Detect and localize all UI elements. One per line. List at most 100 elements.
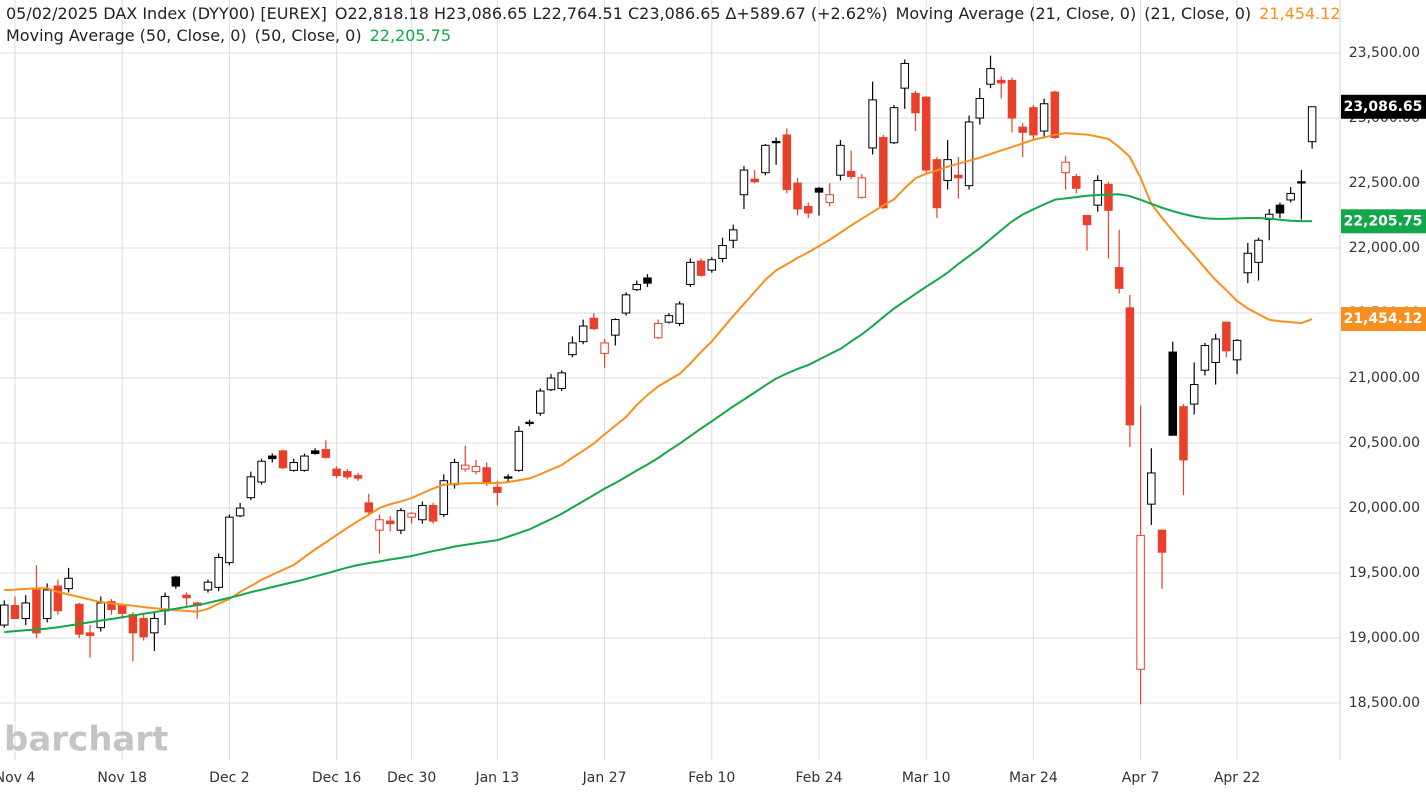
candle-body <box>375 519 384 531</box>
candle-body <box>1243 252 1253 274</box>
candle-body <box>32 589 41 634</box>
candle-body <box>632 283 642 291</box>
candle-body <box>332 468 341 477</box>
candle-body <box>761 144 770 174</box>
candle-body <box>1050 91 1060 139</box>
price-tag-label: 22,205.75 <box>1344 213 1423 229</box>
candle-body <box>1093 179 1102 206</box>
summary: O22,818.18 H23,086.65 L22,764.51 C23,086… <box>335 4 888 23</box>
y-tick-label: 18,500.00 <box>1349 695 1420 711</box>
candle-body <box>278 450 288 469</box>
candle-body <box>1147 472 1156 505</box>
candle-body <box>771 140 781 144</box>
candle-body <box>1072 176 1081 189</box>
x-tick-label: Dec 2 <box>209 770 249 786</box>
candle-body <box>621 294 631 314</box>
candle-body <box>846 170 856 178</box>
candle-body <box>889 107 899 144</box>
candle-body <box>589 317 599 330</box>
candle-body <box>943 159 952 181</box>
candle-body <box>664 315 674 323</box>
candle-body <box>482 467 491 484</box>
candle-body <box>64 577 73 590</box>
candle-body <box>257 460 266 483</box>
y-tick-label: 20,000.00 <box>1349 500 1420 516</box>
candle-body <box>225 516 234 564</box>
candle-body <box>428 504 438 522</box>
candle-body <box>514 430 524 471</box>
marks <box>0 55 1317 705</box>
legend-name: Moving Average (21, Close, 0) <box>896 4 1137 23</box>
y-tick-label: 22,000.00 <box>1349 240 1420 256</box>
y-tick-label: 22,500.00 <box>1349 175 1420 191</box>
candle-body <box>964 121 974 187</box>
candle-body <box>246 476 256 499</box>
candle-body <box>0 604 9 626</box>
price-tag <box>1341 209 1426 234</box>
candle-body <box>1307 106 1317 143</box>
candle-body <box>1114 267 1124 289</box>
candle-body <box>439 480 449 516</box>
x-tick-label: Apr 7 <box>1122 770 1160 786</box>
y-tick-label: 19,000.00 <box>1349 630 1420 646</box>
x-tick-label: Jan 13 <box>474 770 519 786</box>
candle-body <box>1297 181 1306 184</box>
candle-body <box>1104 183 1113 211</box>
legend-value: 22,205.75 <box>370 26 451 45</box>
candle-body <box>557 372 566 389</box>
x-tick-label: Feb 24 <box>795 770 842 786</box>
candle-body <box>128 614 138 634</box>
legend-name: Moving Average (50, Close, 0) <box>6 26 247 45</box>
title: 05/02/2025 DAX Index (DYY00) [EUREX] <box>6 4 327 23</box>
candle-body <box>1136 534 1145 670</box>
candle-body <box>536 390 545 414</box>
candle-body <box>1222 321 1231 352</box>
candle-body <box>289 462 298 471</box>
x-tick-label: Nov 18 <box>97 770 147 786</box>
x-tick-label: Apr 22 <box>1214 770 1260 786</box>
candle-body <box>1275 204 1285 214</box>
legend-params: (21, Close, 0) <box>1144 4 1251 23</box>
candle-body <box>643 277 652 284</box>
candle-body <box>418 504 427 521</box>
candle-body <box>407 512 416 518</box>
candle-body <box>975 98 985 119</box>
candle-body <box>836 144 845 176</box>
candle-body <box>471 465 481 473</box>
candle-body <box>1082 215 1092 226</box>
candle-body <box>782 134 792 191</box>
candle-body <box>321 449 331 458</box>
candle-body <box>343 471 352 478</box>
candle-body <box>203 581 213 591</box>
candle-body <box>911 92 920 114</box>
legend-value: 21,454.12 <box>1259 4 1340 23</box>
x-tick-label: Mar 10 <box>902 770 951 786</box>
candle-body <box>1157 529 1167 553</box>
candle-body <box>10 605 20 620</box>
candle-body <box>1007 79 1017 119</box>
x-tick-label: Feb 10 <box>688 770 735 786</box>
candle-body <box>150 618 159 634</box>
candle-body <box>450 462 459 486</box>
header-line-2: Moving Average (50, Close, 0) (50, Close,… <box>6 26 451 45</box>
candle-body <box>857 177 867 198</box>
ma-line <box>4 193 1313 634</box>
candle-body <box>96 602 106 629</box>
candle-body <box>954 174 963 179</box>
candle-body <box>578 325 588 343</box>
x-tick-label: Mar 24 <box>1009 770 1058 786</box>
y-tick-label: 21,000.00 <box>1349 370 1420 386</box>
candle-body <box>85 632 95 636</box>
candle-body <box>117 605 127 614</box>
candle-body <box>686 261 695 285</box>
candle-body <box>107 601 116 610</box>
x-tick-label: Dec 16 <box>312 770 361 786</box>
candle-body <box>139 618 148 638</box>
candle-body <box>182 594 191 599</box>
y-tick-label: 23,500.00 <box>1349 45 1420 61</box>
candle-body <box>503 476 513 479</box>
candle-body <box>75 603 84 635</box>
